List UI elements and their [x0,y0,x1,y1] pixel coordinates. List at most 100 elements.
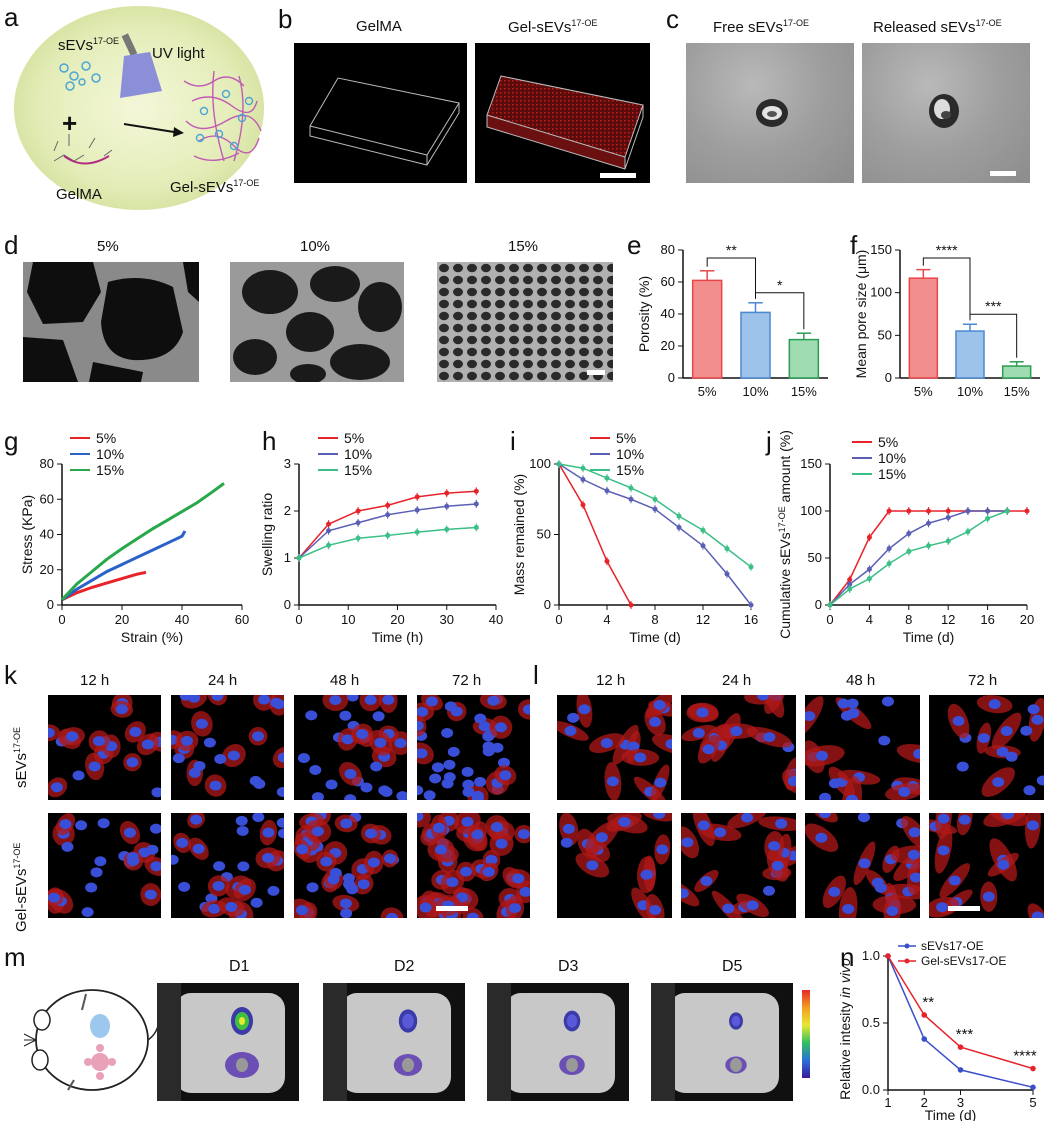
y-axis-label: Relative intesity in vivo [838,958,853,1100]
x-tick-label: 12 [696,612,710,627]
blue-nucleus [564,725,577,736]
blue-nucleus [600,738,613,749]
data-point [957,1044,964,1050]
fluorescence-svg [947,695,1044,797]
panel-letter-a: a [4,2,19,32]
blue-nucleus [485,854,498,865]
b-title-gel-sevs: Gel-sEVs17-OE [508,18,598,36]
x-tick-label: 15% [1004,384,1030,399]
y-axis-label-part: Relative intesity [838,998,853,1100]
blue-nucleus [171,854,179,865]
blue-nucleus [741,813,754,823]
schematic-svg [14,6,264,210]
blue-nucleus [178,881,191,892]
k-fluorescence-image-r2-c4 [417,813,530,918]
blue-nucleus [443,759,456,770]
blue-nucleus [763,885,776,896]
blue-nucleus [417,748,428,759]
legend-label: 5% [344,430,364,446]
y-tick-label: 0 [668,370,675,385]
y-tick-label: 50 [537,527,551,542]
data-point [885,953,891,959]
gel-sevs-label: Gel-sEVs17-OE [170,178,260,196]
blue-nucleus [653,700,666,711]
significance-bracket [706,257,756,299]
y-tick-label: 3 [284,456,291,471]
blue-nucleus [519,886,530,897]
x-axis-label: Time (d) [903,629,955,645]
x-tick-label: 60 [235,612,249,627]
k-time-48h: 48 h [330,672,360,689]
l-fluorescence-image-r2-c1 [557,813,672,918]
mouse-body [175,993,285,1093]
legend-label: Gel-sEVs17-OE [921,954,1006,968]
k-fluorescence-image-r1-c3 [294,695,407,800]
injection-site-lower [91,1053,109,1071]
panel-letter-i: i [510,426,516,456]
signal-upper-core [239,1017,245,1025]
y-tick-label: 0 [544,597,551,612]
x-tick-label: 1 [884,1095,891,1110]
blue-nucleus [151,787,161,798]
blue-nucleus [61,841,74,852]
m-day-d1: D1 [229,958,250,975]
c-title-released-sevs: Released sEVs17-OE [873,18,1002,36]
blue-nucleus [295,905,308,916]
legend-label: 10% [616,446,644,462]
blue-nucleus [1023,785,1036,796]
blue-nucleus [522,704,530,715]
blue-nucleus [432,822,445,833]
sevs-label: sEVs17-OE [58,36,120,54]
y-tick-label: 0 [47,597,54,612]
mouse-feature [730,1058,742,1072]
blue-nucleus [497,757,510,768]
legend-marker [904,943,910,949]
x-tick-label: 0 [826,612,833,627]
y-axis-label-part: Cumulative sEVs [777,532,793,639]
x-tick-label: 8 [651,612,658,627]
blue-nucleus [227,750,240,761]
blue-nucleus [634,752,647,763]
blue-nucleus [819,792,832,800]
blue-nucleus [937,813,950,824]
blue-nucleus [276,787,284,798]
blue-nucleus [252,813,265,823]
sem-image-10 [230,262,404,382]
l-time-24h: 24 h [722,672,752,689]
k-fluorescence-image-r1-c1 [48,695,161,800]
significance-label: **** [936,242,958,258]
blue-nucleus [48,892,61,903]
panel-letter-h: h [262,426,277,456]
ivis-colorbar [800,988,822,1098]
fluorescence-svg [171,695,284,798]
k-time-24h: 24 h [208,672,238,689]
y-tick-label: 100 [529,456,551,471]
panel-letter-k: k [4,660,17,690]
significance-bracket [755,292,805,330]
l-time-12h: 12 h [596,672,626,689]
bar [955,330,985,379]
blue-nucleus [948,875,961,886]
blue-nucleus [329,867,342,878]
fluorescence-svg [417,813,530,918]
data-point [921,1036,928,1042]
blue-nucleus [828,778,841,789]
blue-nucleus [842,903,855,914]
gel-network-icon [183,70,262,162]
gelma-3d-confocal-image [294,43,467,183]
x-tick-label: 5 [1029,1095,1036,1110]
signal-upper-inner [402,1013,414,1029]
blue-nucleus [81,907,94,918]
ivis-svg [323,983,451,1101]
blue-nucleus [267,885,280,896]
blue-nucleus [325,779,338,790]
y-tick-label: 60 [661,274,675,289]
panel-letter-j: j [766,426,772,456]
scale-bar [436,906,468,911]
x-tick-label: 40 [175,612,189,627]
signal-upper-inner [731,1015,741,1027]
blue-nucleus [193,760,206,771]
fluorescence-svg [48,813,161,918]
ivis-image-d2 [323,983,465,1101]
